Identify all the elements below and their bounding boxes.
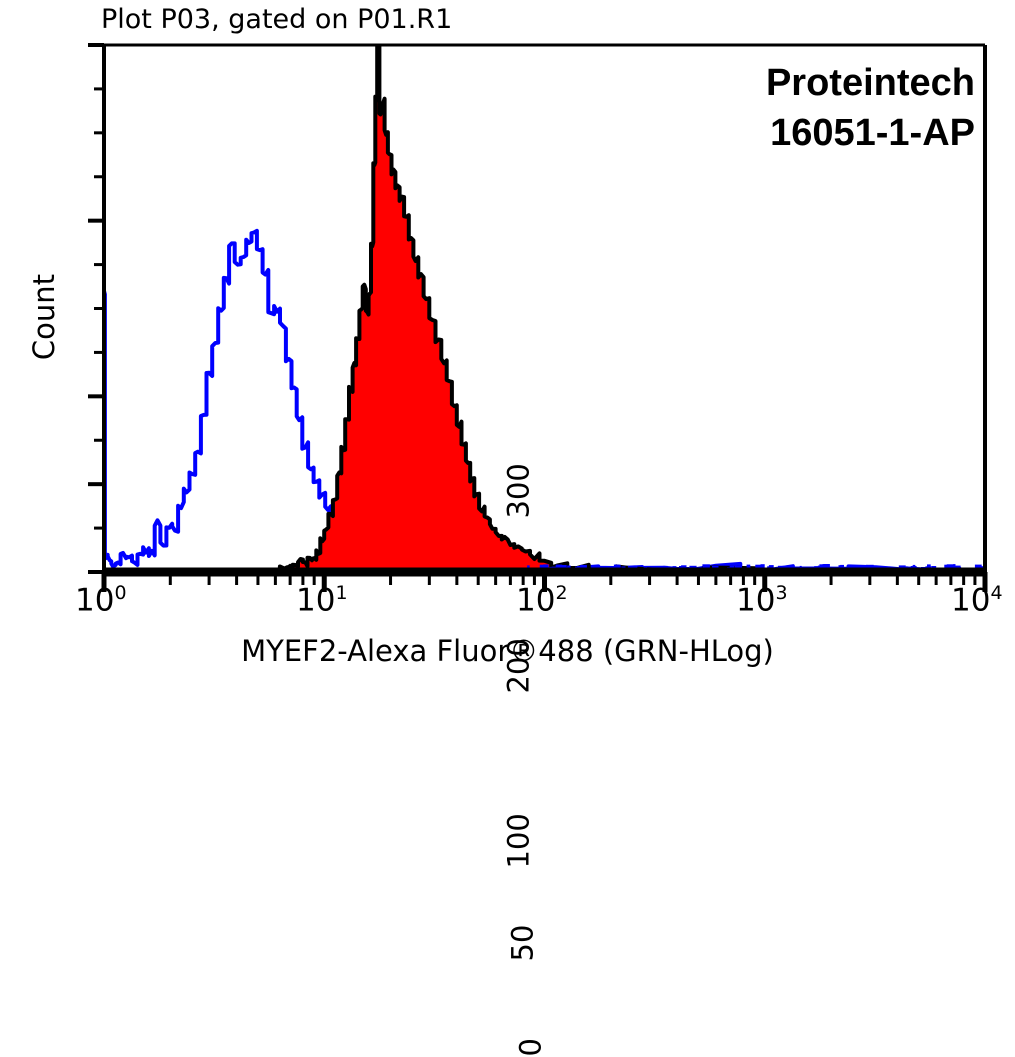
brand-annotation: Proteintech 16051-1-AP — [766, 58, 975, 158]
x-tick-label-1e0: 100 — [75, 582, 127, 618]
flow-cytometry-histogram: Plot P03, gated on P01.R1 Proteintech 16… — [27, 4, 1003, 1057]
noise-speck — [614, 564, 621, 570]
x-axis-label: MYEF2-Alexa Fluor®488 (GRN-HLog) — [241, 634, 774, 668]
noise-speck — [912, 564, 916, 570]
noise-speck — [760, 564, 765, 570]
sample-histogram-fill — [104, 45, 985, 572]
noise-speck — [825, 564, 829, 570]
noise-speck — [866, 564, 874, 570]
noise-speck — [944, 564, 953, 570]
noise-speck — [840, 564, 844, 570]
noise-speck — [702, 564, 710, 570]
catalog-number: 16051-1-AP — [770, 112, 975, 154]
x-tick-mantissa: 10 — [296, 582, 336, 619]
noise-speck — [927, 564, 931, 570]
control-histogram-line — [104, 228, 963, 572]
noise-speck — [543, 564, 549, 570]
x-tick-label-1e1: 101 — [296, 582, 348, 618]
sample-histogram-outline — [104, 45, 985, 572]
noise-speck — [539, 564, 544, 570]
x-tick-exponent: 3 — [775, 582, 788, 604]
plot-title: Plot P03, gated on P01.R1 — [101, 4, 453, 35]
x-tick-label-1e3: 103 — [736, 582, 788, 618]
axes-layer — [88, 43, 988, 592]
brand-name: Proteintech — [765, 62, 975, 104]
noise-speck — [974, 564, 982, 570]
x-tick-exponent: 2 — [555, 582, 568, 604]
noise-speck — [755, 564, 762, 570]
plot-canvas — [88, 43, 988, 592]
x-tick-label-1e2: 102 — [516, 582, 568, 618]
data-series-layer — [104, 45, 985, 572]
x-tick-exponent: 4 — [990, 582, 1003, 604]
x-tick-mantissa: 10 — [516, 582, 556, 619]
x-tick-mantissa: 10 — [75, 582, 115, 619]
x-tick-exponent: 0 — [114, 582, 127, 604]
noise-speck — [555, 564, 563, 570]
x-tick-exponent: 1 — [335, 582, 348, 604]
x-tick-mantissa: 10 — [736, 582, 776, 619]
